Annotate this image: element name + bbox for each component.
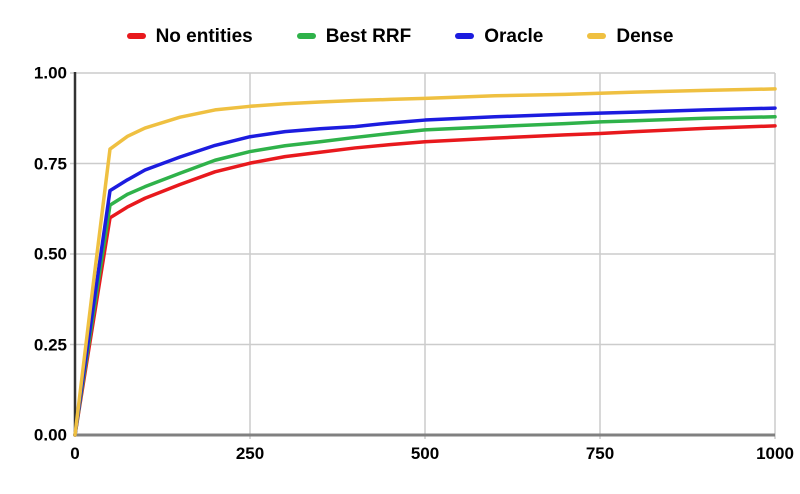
- series-line-oracle: [73, 106, 777, 437]
- x-tick-label-500: 500: [410, 444, 440, 463]
- y-tick-label-0.50: 0.50: [33, 244, 67, 264]
- series-line-dense: [73, 87, 777, 437]
- legend-swatch-icon: [126, 33, 146, 39]
- series-line-best-rrf: [73, 115, 777, 437]
- y-tick-label-0.00: 0.00: [33, 425, 67, 445]
- legend-label: Best RRF: [325, 25, 412, 47]
- legend-item-best-rrf: Best RRF: [296, 25, 412, 47]
- series-line-no-entities: [73, 124, 777, 437]
- legend-item-no-entities: No entities: [126, 25, 253, 47]
- legend-swatch-icon: [296, 33, 316, 39]
- x-tick-label-0: 0: [70, 444, 80, 463]
- legend-item-oracle: Oracle: [455, 27, 543, 46]
- x-tick-label-250: 250: [235, 444, 265, 463]
- legend-label: No entities: [155, 25, 253, 47]
- legend-label: Dense: [616, 25, 674, 47]
- y-tick-label-1.00: 1.00: [33, 63, 67, 83]
- legend-item-dense: Dense: [587, 27, 673, 46]
- legend-swatch-icon: [455, 33, 475, 39]
- y-tick-label-0.25: 0.25: [33, 335, 67, 354]
- x-tick-label-1000: 1000: [756, 444, 794, 463]
- legend-swatch-icon: [587, 33, 607, 39]
- legend-label: Oracle: [484, 25, 544, 47]
- y-tick-label-0.75: 0.75: [33, 154, 67, 173]
- legend: No entities Best RRF Oracle Dense: [0, 20, 800, 52]
- x-tick-label-750: 750: [585, 444, 615, 463]
